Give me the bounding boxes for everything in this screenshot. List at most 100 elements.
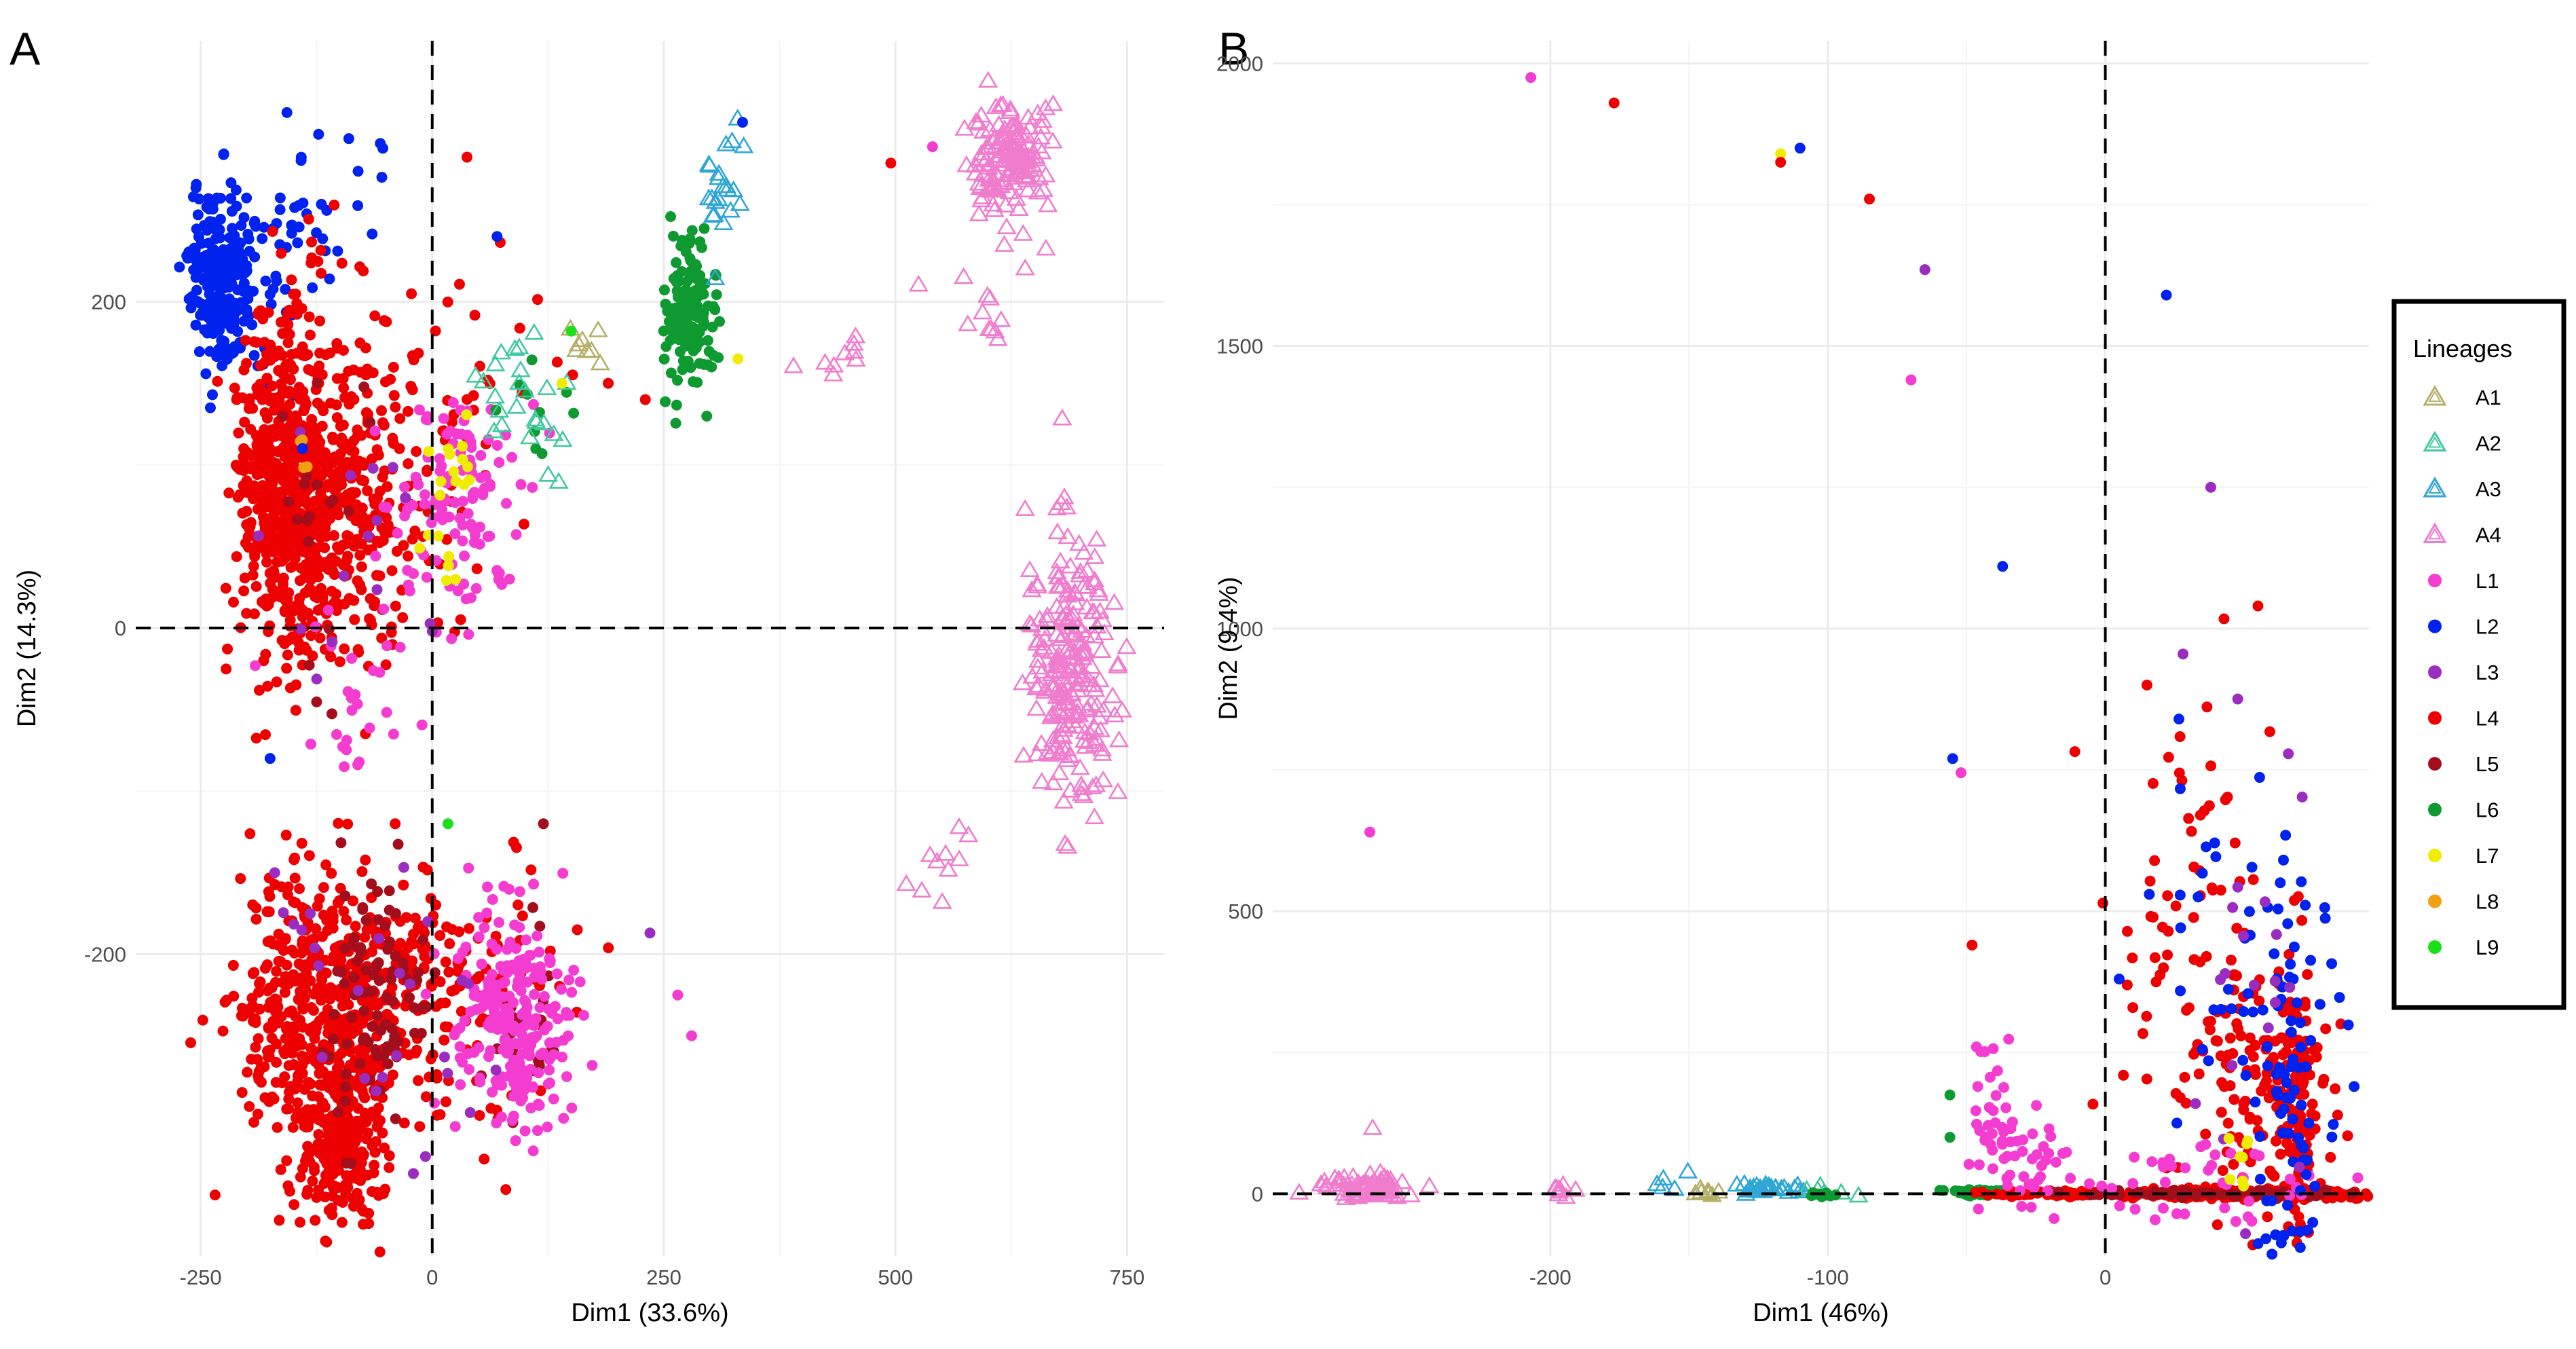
- point-l2: [2254, 1173, 2266, 1185]
- point-l6: [682, 276, 693, 287]
- point-l1: [2027, 1128, 2038, 1140]
- point-l6: [671, 276, 682, 288]
- point-l1: [519, 1006, 531, 1018]
- point-l4: [263, 906, 275, 917]
- point-l4: [350, 499, 362, 511]
- point-l4: [2252, 1115, 2263, 1126]
- point-l4: [379, 1183, 391, 1195]
- point-l2: [215, 283, 227, 295]
- panel-a-y-tick-label: 0: [115, 616, 126, 640]
- point-a4: [1006, 189, 1026, 206]
- point-l4: [431, 1109, 443, 1121]
- point-l1: [2146, 1156, 2158, 1168]
- point-l2: [307, 282, 318, 293]
- point-l2: [190, 319, 202, 331]
- point-l4: [2215, 1050, 2226, 1062]
- point-a4: [1020, 560, 1040, 577]
- point-a4: [1013, 224, 1033, 241]
- point-l1: [566, 1102, 578, 1113]
- legend-label: L5: [2476, 752, 2499, 776]
- point-l2: [2222, 984, 2234, 995]
- point-l4: [317, 991, 329, 1003]
- point-a4: [1387, 1187, 1408, 1204]
- point-l1: [420, 988, 432, 1000]
- point-l4: [271, 1056, 282, 1068]
- point-a4: [1072, 648, 1093, 665]
- point-l4: [431, 1073, 443, 1084]
- point-l4: [278, 506, 290, 517]
- point-l4: [2239, 1095, 2251, 1107]
- point-a4: [1033, 180, 1053, 197]
- point-l1: [468, 990, 480, 1001]
- point-l6: [684, 238, 695, 249]
- point-l2: [219, 318, 231, 329]
- point-l4: [2320, 1023, 2332, 1035]
- point-a3: [1653, 1168, 1674, 1186]
- point-a4: [1081, 657, 1102, 674]
- point-l2: [188, 295, 200, 307]
- point-l7: [448, 466, 460, 477]
- legend-label: A1: [2476, 386, 2501, 409]
- point-l4: [2254, 995, 2265, 1007]
- point-l1: [531, 930, 543, 942]
- point-a4: [979, 170, 999, 187]
- point-a4: [1001, 116, 1022, 133]
- point-a4: [979, 319, 999, 336]
- point-a2: [491, 415, 512, 432]
- point-a3: [1740, 1179, 1760, 1197]
- point-l4: [261, 556, 272, 568]
- point-a2: [505, 339, 525, 356]
- point-l4: [471, 973, 483, 984]
- point-a4: [1084, 626, 1105, 644]
- point-a3: [1793, 1181, 1814, 1198]
- point-l1: [566, 986, 578, 998]
- legend-triangle-key: [2423, 430, 2447, 451]
- point-l5: [381, 1043, 392, 1054]
- point-l2: [198, 220, 210, 232]
- point-a4: [1043, 675, 1063, 692]
- point-l6: [680, 246, 692, 257]
- point-l1: [346, 652, 358, 664]
- point-l1: [1525, 72, 1537, 84]
- point-l4: [320, 523, 331, 534]
- point-l1: [2003, 1033, 2015, 1045]
- point-a4: [1037, 606, 1058, 623]
- point-l4: [278, 572, 289, 584]
- point-l5: [365, 417, 376, 428]
- point-l5: [390, 1113, 401, 1124]
- legend-circle-key: [2428, 619, 2442, 633]
- panel-b-x-tick-label: 0: [2099, 1265, 2111, 1289]
- point-l4: [250, 913, 262, 925]
- point-l6: [690, 331, 702, 343]
- point-l4: [322, 1122, 334, 1134]
- point-l2: [2349, 1081, 2360, 1092]
- point-l4: [280, 933, 291, 944]
- point-l4: [232, 492, 244, 503]
- legend-triangle-key: [2423, 522, 2447, 543]
- point-l4: [294, 593, 305, 604]
- point-l1: [519, 1020, 531, 1032]
- point-l5: [404, 992, 415, 1003]
- point-a2: [473, 371, 493, 389]
- point-l2: [260, 275, 272, 287]
- point-a3: [720, 200, 741, 218]
- point-l4: [2144, 875, 2156, 887]
- point-l4: [455, 614, 466, 625]
- point-l1: [468, 1046, 480, 1058]
- panel-b-y-tick-label: 2000: [1216, 52, 1263, 75]
- point-l4: [374, 1246, 386, 1258]
- point-l4: [2302, 969, 2313, 980]
- point-l1: [447, 396, 459, 408]
- point-l4: [2244, 1045, 2256, 1056]
- point-a4: [973, 122, 994, 139]
- point-l4: [310, 923, 322, 934]
- legend-circle-key: [2428, 574, 2442, 587]
- point-l4: [276, 555, 288, 567]
- point-a4: [991, 310, 1011, 327]
- point-l4: [2204, 1024, 2216, 1035]
- point-l4: [2250, 1069, 2261, 1080]
- point-l1: [1972, 1081, 1983, 1092]
- point-l2: [215, 254, 227, 265]
- point-l2: [238, 282, 250, 294]
- point-l1: [485, 481, 496, 492]
